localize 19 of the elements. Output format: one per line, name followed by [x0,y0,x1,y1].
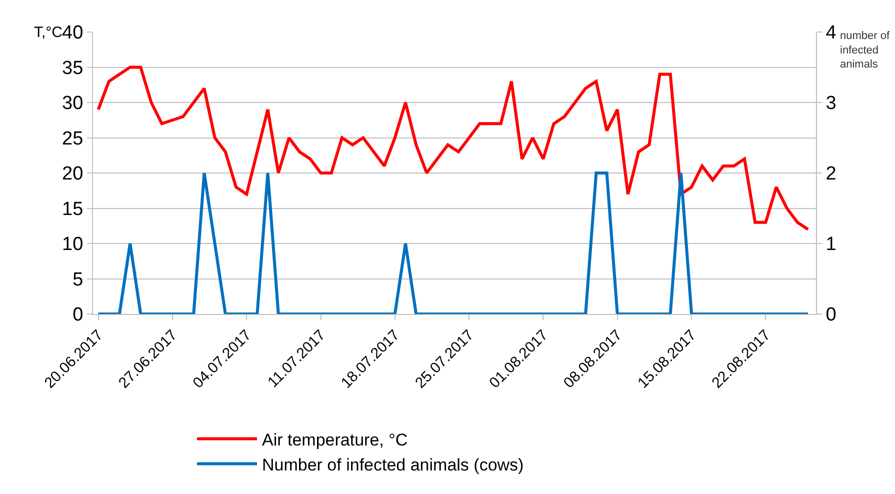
y-tick-label: 0 [72,304,84,326]
y-tick-label: 40 [62,22,84,44]
y-tick-label: 10 [62,234,84,256]
y-tick-label: 20 [62,164,84,185]
y2-tick-label: 4 [826,22,837,44]
y2-axis-title: number of infected animals [840,30,890,71]
y2-tick-label: 2 [826,164,836,185]
y-tick-label: 25 [62,128,84,150]
legend-label: Air temperature, °C [262,430,408,450]
y-tick-label: 30 [62,93,84,114]
y2-tick-label: 1 [826,234,836,256]
y-tick-label: 35 [62,58,84,79]
line-series [96,66,810,231]
legend-label: Number of infected animals (cows) [262,455,524,474]
y-tick-label: 15 [62,198,84,220]
y2-tick-label: 0 [826,304,836,326]
y-axis-title: T,°C [34,24,63,41]
y2-tick-label: 3 [826,93,836,114]
y-tick-label: 5 [72,269,84,290]
